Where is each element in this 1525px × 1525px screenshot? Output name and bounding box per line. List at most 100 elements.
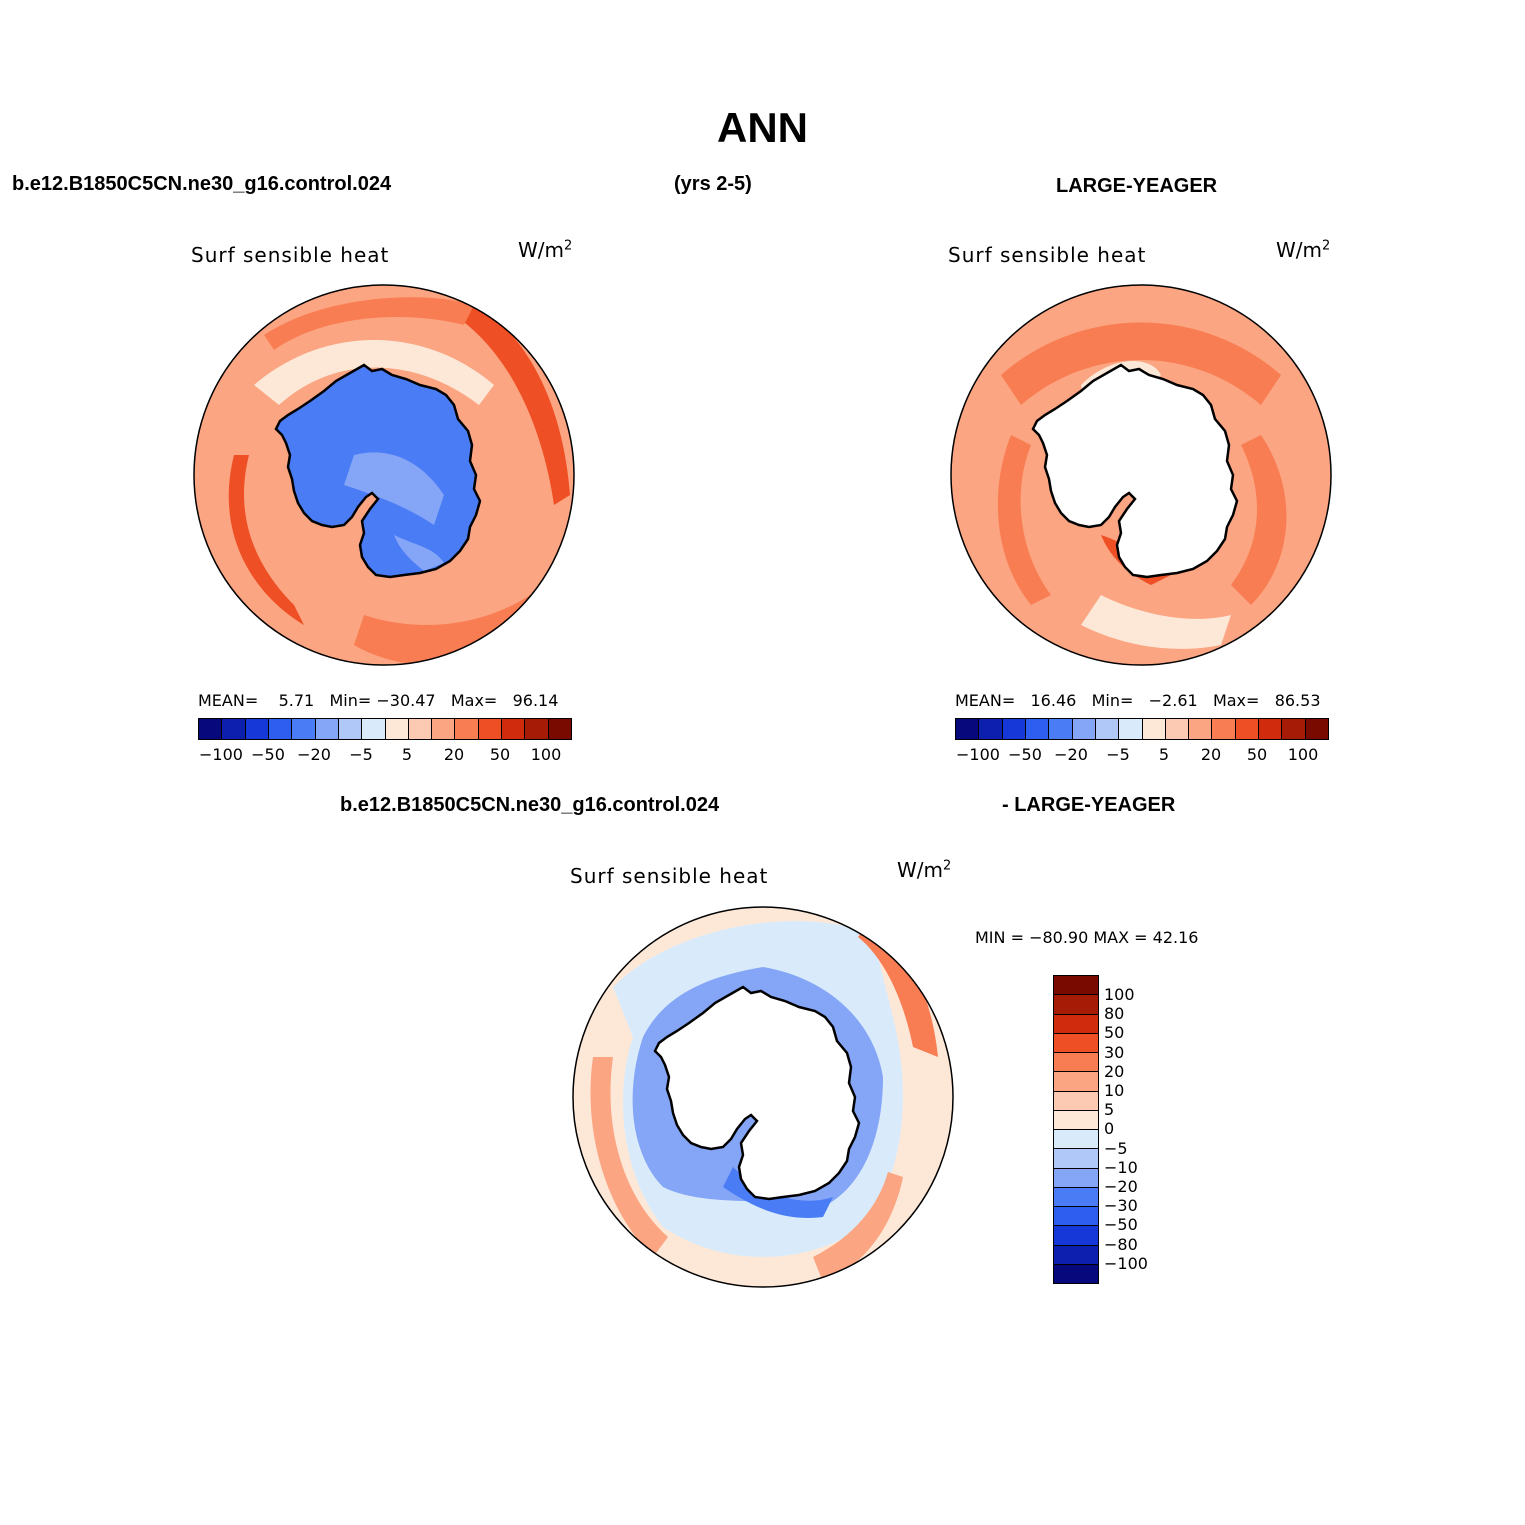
map-contour-low (1081, 595, 1231, 649)
colorbar-swatch (1142, 719, 1166, 739)
colorbar-swatch (1054, 1130, 1098, 1150)
panel3-colorbar (1053, 975, 1099, 1284)
colorbar-swatch (1054, 1226, 1098, 1246)
tick-label: 30 (1104, 1043, 1125, 1062)
panel3-map (572, 906, 954, 1288)
map-contour-mid (1001, 322, 1281, 405)
tick-label: −20 (297, 745, 331, 764)
colorbar-swatch (408, 719, 433, 739)
colorbar-swatch (315, 719, 339, 739)
map-border (193, 284, 575, 666)
tick-label: −50 (1008, 745, 1042, 764)
tick-label: 100 (530, 745, 562, 764)
colorbar-swatch (1049, 719, 1073, 739)
diff-reference-name: - LARGE-YEAGER (1002, 794, 1176, 816)
tick-label: −100 (199, 745, 243, 764)
map-contour-neg-strong (723, 1167, 833, 1218)
map-border (950, 284, 1332, 666)
tick-label: 0 (1104, 1119, 1115, 1138)
colorbar-swatch (1212, 719, 1236, 739)
panel2-units: W/m2 (1276, 238, 1331, 262)
tick-label: −20 (1104, 1177, 1138, 1196)
colorbar-swatch (385, 719, 409, 739)
panel1-map (193, 284, 575, 666)
tick-label: −5 (349, 745, 373, 764)
map-contour-low (254, 340, 494, 405)
tick-label: 5 (401, 745, 413, 764)
map-contour-land-light (394, 535, 444, 571)
tick-label: 5 (1158, 745, 1170, 764)
tick-label: −100 (956, 745, 1000, 764)
colorbar-swatch (502, 719, 526, 739)
tick-label: 20 (443, 745, 465, 764)
colorbar-swatch (1189, 719, 1213, 739)
map-border (572, 906, 954, 1288)
map-contour-land-light (344, 452, 444, 525)
colorbar-swatch (478, 719, 503, 739)
colorbar-swatch (245, 719, 269, 739)
tick-label: −5 (1104, 1139, 1128, 1158)
colorbar-swatch (1054, 1187, 1098, 1207)
case-name: b.e12.B1850C5CN.ne30_g16.control.024 (12, 173, 392, 195)
tick-label: −100 (1104, 1254, 1148, 1273)
tick-label: −80 (1104, 1235, 1138, 1254)
colorbar-swatch (548, 719, 571, 739)
colorbar-swatch (1054, 976, 1098, 996)
panel1-colorbar (198, 718, 572, 740)
tick-label: −30 (1104, 1196, 1138, 1215)
colorbar-swatch (1002, 719, 1026, 739)
colorbar-swatch (1054, 1110, 1098, 1130)
colorbar-swatch (362, 719, 386, 739)
tick-label: −50 (251, 745, 285, 764)
reference-name: LARGE-YEAGER (1056, 175, 1218, 197)
map-contour-mid (264, 297, 474, 350)
colorbar-swatch (1072, 719, 1096, 739)
colorbar-swatch (432, 719, 456, 739)
panel3-title: Surf sensible heat (570, 864, 769, 888)
map-contour-pos (858, 917, 938, 1057)
tick-label: 100 (1104, 985, 1135, 1004)
panel1-title: Surf sensible heat (191, 243, 390, 267)
tick-label: 50 (489, 745, 511, 764)
panel1-stats: MEAN= 5.71 Min= −30.47 Max= 96.14 (198, 691, 559, 710)
colorbar-swatch (1054, 995, 1098, 1015)
colorbar-swatch (1054, 1053, 1098, 1073)
colorbar-swatch (1235, 719, 1260, 739)
tick-label: 50 (1104, 1023, 1125, 1042)
colorbar-swatch (1054, 1033, 1098, 1053)
colorbar-swatch (1054, 1072, 1098, 1092)
panel2-map (950, 284, 1332, 666)
panel1-colorbar-ticks: −100 −50 −20 −5 5 20 50 100 (198, 745, 578, 765)
colorbar-swatch (455, 719, 479, 739)
colorbar-swatch (1054, 1245, 1098, 1265)
tick-label: 20 (1104, 1062, 1125, 1081)
tick-label: −20 (1054, 745, 1088, 764)
colorbar-swatch (1054, 1168, 1098, 1188)
colorbar-swatch (222, 719, 246, 739)
panel2-colorbar-ticks: −100 −50 −20 −5 5 20 50 100 (955, 745, 1335, 765)
colorbar-swatch (268, 719, 293, 739)
tick-label: 5 (1104, 1100, 1115, 1119)
tick-label: −50 (1104, 1215, 1138, 1234)
colorbar-swatch (956, 719, 980, 739)
colorbar-swatch (1165, 719, 1190, 739)
tick-label: 50 (1246, 745, 1268, 764)
map-contour-mid (1231, 435, 1287, 605)
colorbar-swatch (1054, 1264, 1098, 1283)
map-contour-pos (590, 1057, 668, 1257)
colorbar-swatch (199, 719, 223, 739)
colorbar-swatch (1054, 1149, 1098, 1169)
map-contour-pos (813, 1172, 903, 1282)
colorbar-swatch (979, 719, 1003, 739)
colorbar-swatch (1259, 719, 1283, 739)
years-label: (yrs 2-5) (674, 173, 752, 195)
colorbar-swatch (1054, 1207, 1098, 1227)
colorbar-swatch (1054, 1014, 1098, 1034)
tick-label: 80 (1104, 1004, 1125, 1023)
tick-label: −10 (1104, 1158, 1138, 1177)
panel3-stats: MIN = −80.90 MAX = 42.16 (975, 928, 1199, 947)
tick-label: −5 (1106, 745, 1130, 764)
tick-label: 20 (1200, 745, 1222, 764)
map-contour-mid (997, 435, 1051, 605)
colorbar-swatch (525, 719, 549, 739)
